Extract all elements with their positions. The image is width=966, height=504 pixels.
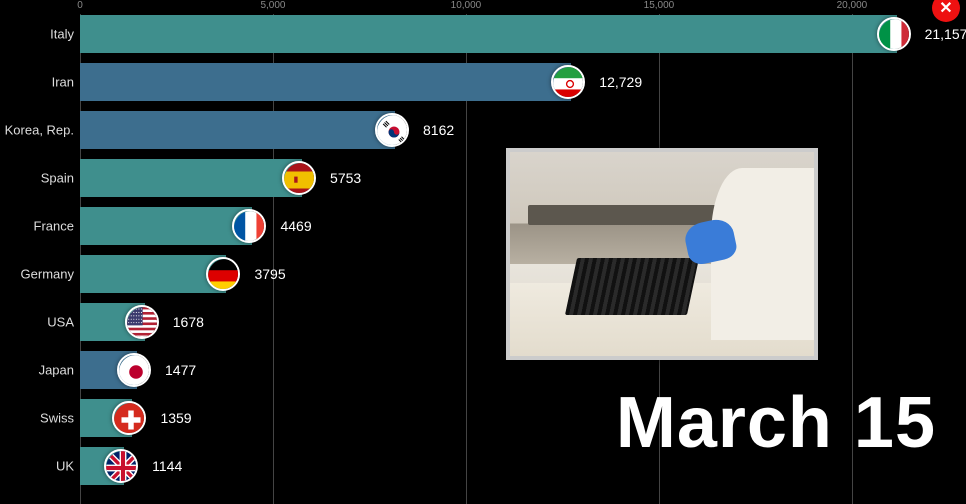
x-tick-label: 5,000 — [260, 0, 285, 11]
x-tick-label: 20,000 — [837, 0, 868, 11]
bar-value: 8162 — [423, 122, 454, 138]
jp-flag-icon — [117, 353, 151, 387]
country-label: USA — [47, 315, 74, 330]
bar-value: 4469 — [280, 218, 311, 234]
bar — [80, 159, 302, 197]
es-flag-icon — [282, 161, 316, 195]
gb-flag-icon — [104, 449, 138, 483]
x-axis-ticks: 0 5,000 10,000 15,000 20,000 — [80, 0, 960, 12]
bar-value: 1477 — [165, 362, 196, 378]
bar-value: 12,729 — [599, 74, 642, 90]
bar — [80, 63, 571, 101]
bar — [80, 207, 252, 245]
bar-race-chart: 0 5,000 10,000 15,000 20,000 Italy Iran Korea,… — [0, 0, 966, 504]
bar-value: 1144 — [152, 458, 182, 474]
us-flag-icon — [125, 305, 159, 339]
kr-flag-icon — [375, 113, 409, 147]
country-label: UK — [56, 459, 74, 474]
close-glyph: ✕ — [939, 0, 952, 18]
x-tick-label: 15,000 — [644, 0, 675, 11]
country-label: Spain — [41, 171, 74, 186]
it-flag-icon — [877, 17, 911, 51]
country-label: Germany — [21, 267, 74, 282]
bar — [80, 15, 897, 53]
x-tick-label: 0 — [77, 0, 83, 11]
bar-value: 1359 — [160, 410, 191, 426]
country-label: Japan — [39, 363, 74, 378]
country-label: Italy — [50, 27, 74, 42]
country-label: Korea, Rep. — [5, 123, 74, 138]
bar-value: 21,157 — [925, 26, 966, 42]
inset-photo — [506, 148, 818, 360]
bar — [80, 255, 226, 293]
inset-rack — [565, 258, 699, 315]
country-label: Iran — [52, 75, 74, 90]
bar — [80, 111, 395, 149]
country-label: Swiss — [40, 411, 74, 426]
x-tick-label: 10,000 — [451, 0, 482, 11]
date-label: March 15 — [616, 382, 936, 464]
bar-value: 1678 — [173, 314, 204, 330]
country-label: France — [34, 219, 74, 234]
bar-value: 5753 — [330, 170, 361, 186]
bar-value: 3795 — [254, 266, 285, 282]
